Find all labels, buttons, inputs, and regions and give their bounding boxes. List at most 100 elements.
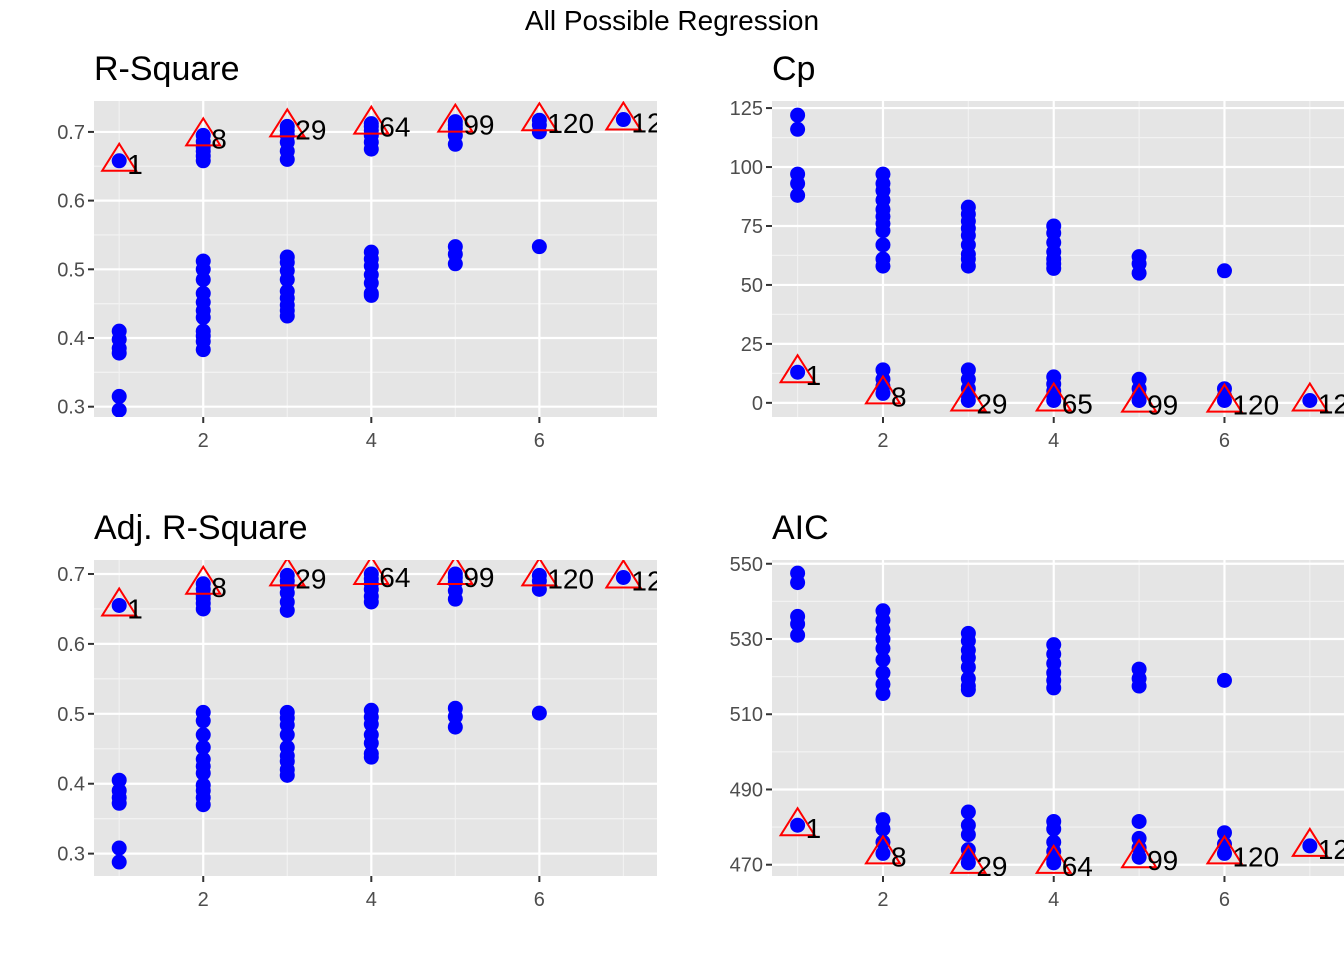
best-model-label: 65 <box>1062 388 1093 419</box>
data-point <box>1131 392 1147 408</box>
best-model-marker <box>949 381 988 412</box>
y-tick-label: 0.4 <box>57 774 85 796</box>
best-model-marker <box>352 560 391 585</box>
data-point <box>279 151 295 167</box>
y-tick-label: 25 <box>741 334 763 356</box>
best-model-marker <box>1205 834 1244 865</box>
data-point <box>1216 672 1232 688</box>
best-model-marker <box>1291 381 1329 412</box>
panel-adj-r-square: Adj. R-Square 0.3 0.4 0.5 0.6 0.7 2 4 6 1 8 29 64 99… <box>57 509 678 911</box>
data-point <box>1046 680 1062 696</box>
best-model-marker <box>184 116 223 147</box>
y-tick-label: 0.7 <box>57 564 85 586</box>
data-point <box>960 659 976 675</box>
data-point <box>875 385 891 401</box>
data-point <box>1131 265 1147 281</box>
data-layer: 1 8 29 65 99 120 127 <box>778 107 1344 419</box>
y-tick-label: 470 <box>730 855 763 877</box>
y-tick-label: 0.6 <box>57 634 85 656</box>
best-model-label: 8 <box>891 841 907 872</box>
best-model-label: 29 <box>976 388 1007 419</box>
data-point <box>363 735 379 751</box>
x-tick-label: 2 <box>198 430 209 452</box>
data-point <box>790 176 806 192</box>
data-point <box>195 309 211 325</box>
data-point <box>111 153 127 169</box>
x-tick-label: 4 <box>366 889 377 911</box>
x-tick-label: 4 <box>366 430 377 452</box>
best-model-marker <box>520 560 559 587</box>
x-tick-label: 6 <box>1219 430 1230 452</box>
x-tick-label: 2 <box>198 889 209 911</box>
data-point <box>195 601 211 617</box>
x-tick-label: 6 <box>534 889 545 911</box>
best-model-marker <box>352 104 391 135</box>
data-point <box>279 308 295 324</box>
best-model-label: 127 <box>631 565 678 596</box>
data-point <box>447 709 463 725</box>
y-tick-label: 530 <box>730 629 763 651</box>
y-tick-label: 50 <box>741 275 763 297</box>
best-model-marker <box>1034 381 1073 412</box>
panel-aic: AIC 470 490 510 530 550 2 4 6 1 8 29 64 99 120 127 <box>730 509 1344 911</box>
data-point <box>790 575 806 591</box>
data-point <box>195 153 211 169</box>
data-point <box>790 627 806 643</box>
data-point <box>111 795 127 811</box>
data-point <box>111 854 127 870</box>
best-model-label: 99 <box>1147 845 1178 876</box>
best-model-marker <box>268 560 307 587</box>
best-model-marker <box>1120 382 1158 413</box>
y-tick-label: 0 <box>752 393 763 415</box>
best-model-marker <box>1205 382 1244 413</box>
data-point <box>363 275 379 291</box>
data-point <box>790 817 806 833</box>
best-model-marker <box>1034 843 1073 874</box>
best-model-marker <box>520 101 559 132</box>
data-point <box>790 364 806 380</box>
panel-title: Adj. R-Square <box>94 509 308 547</box>
panel-title: R-Square <box>94 50 240 88</box>
data-point <box>1131 813 1147 829</box>
data-point <box>960 682 976 698</box>
best-model-marker <box>778 806 817 837</box>
best-model-label: 8 <box>891 381 907 412</box>
best-model-label: 1 <box>127 593 143 624</box>
y-tick-label: 510 <box>730 704 763 726</box>
best-model-label: 64 <box>379 112 410 143</box>
best-model-marker <box>949 843 988 874</box>
axes: 470 490 510 530 550 2 4 6 <box>730 554 1230 911</box>
best-model-label: 1 <box>127 149 143 180</box>
data-point <box>875 834 891 850</box>
best-model-label: 120 <box>547 563 594 594</box>
data-point <box>111 388 127 404</box>
x-tick-label: 6 <box>1219 889 1230 911</box>
data-layer: 1 8 29 64 99 120 127 <box>100 101 657 417</box>
y-tick-label: 75 <box>741 216 763 238</box>
best-model-marker <box>778 353 817 384</box>
panel-title: AIC <box>772 509 829 547</box>
data-point <box>111 597 127 613</box>
data-point <box>363 594 379 610</box>
data-point <box>531 581 547 597</box>
data-point <box>1216 392 1232 408</box>
best-model-label: 99 <box>463 110 494 141</box>
best-model-marker <box>100 586 139 617</box>
data-point <box>195 727 211 743</box>
best-model-label: 127 <box>1318 388 1344 419</box>
best-model-marker <box>1291 827 1329 857</box>
data-layer: 1 8 29 64 99 120 127 <box>778 565 1344 876</box>
best-model-label: 29 <box>295 563 326 594</box>
data-point <box>531 239 547 255</box>
best-model-label: 120 <box>547 108 594 139</box>
best-model-marker <box>1120 838 1158 869</box>
data-point <box>1046 260 1062 276</box>
data-point <box>111 345 127 361</box>
y-tick-label: 0.4 <box>57 328 85 350</box>
best-model-marker <box>436 102 475 133</box>
data-point <box>875 665 891 681</box>
axes: 0.3 0.4 0.5 0.6 0.7 2 4 6 <box>57 564 545 911</box>
best-model-marker <box>864 374 902 405</box>
data-point <box>960 258 976 274</box>
data-point <box>111 402 127 417</box>
